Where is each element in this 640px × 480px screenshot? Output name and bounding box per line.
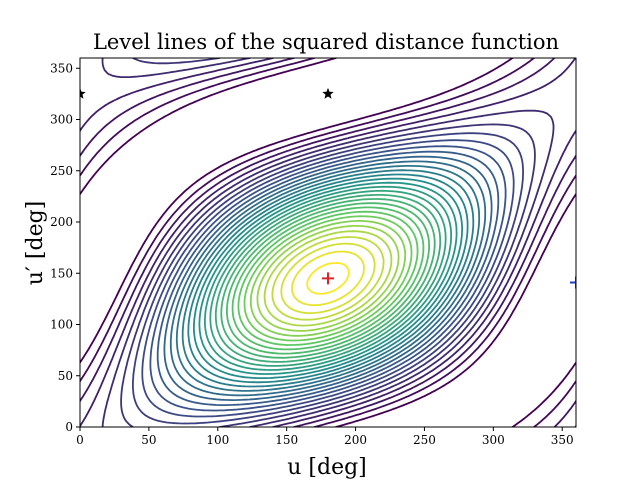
contour-level	[291, 250, 365, 307]
contour-level	[280, 242, 376, 314]
contour-level	[175, 165, 481, 392]
contour-level	[193, 177, 463, 379]
x-axis-label: u [deg]	[287, 455, 367, 480]
contour-level	[132, 132, 524, 425]
star-marker	[322, 87, 334, 99]
contour-level	[256, 225, 400, 332]
contour-level	[149, 145, 507, 412]
plot-frame	[79, 57, 577, 428]
edge-point-marker	[570, 276, 576, 289]
y-axis-label: u′ [deg]	[23, 201, 48, 286]
x-tick-label: 150	[275, 433, 298, 447]
contour-level	[141, 139, 515, 418]
contour-level	[237, 210, 419, 346]
contour-level	[226, 202, 430, 355]
y-tick-label: 0	[65, 420, 73, 434]
contour-level	[163, 155, 493, 401]
x-tick-label: 100	[206, 433, 229, 447]
contour-lines	[80, 58, 576, 427]
contour-level	[169, 160, 487, 397]
markers	[80, 87, 576, 289]
contour-level	[249, 220, 407, 337]
y-tick-label: 350	[50, 61, 73, 75]
y-axis: 0 50 100 150 200 250 300 350	[50, 61, 80, 434]
y-tick-label: 200	[50, 215, 73, 229]
x-tick-label: 300	[482, 433, 505, 447]
contour-level	[80, 58, 576, 427]
x-tick-label: 350	[551, 433, 574, 447]
y-tick-label: 50	[58, 369, 73, 383]
contour-level	[231, 206, 425, 351]
contour-level	[120, 58, 536, 427]
contour-level	[306, 262, 350, 295]
y-tick-label: 300	[50, 113, 73, 127]
x-tick-label: 250	[413, 433, 436, 447]
star-marker	[80, 87, 86, 99]
y-tick-label: 100	[50, 318, 73, 332]
contour-level	[209, 189, 447, 367]
x-tick-label: 200	[344, 433, 367, 447]
contour-level	[214, 194, 442, 363]
contour-level	[198, 181, 458, 375]
contour-level	[263, 230, 393, 327]
contour-level	[80, 58, 576, 427]
contour-level	[204, 185, 452, 371]
x-axis: 0 50 100 150 200 250 300 350	[76, 427, 574, 447]
contour-level	[101, 58, 555, 427]
x-tick-label: 0	[76, 433, 84, 447]
contour-level	[156, 150, 500, 406]
contour-level	[243, 215, 413, 342]
chart-title: Level lines of the squared distance func…	[93, 30, 559, 54]
contour-level	[187, 173, 469, 384]
contour-level	[220, 198, 436, 359]
max-point-marker	[322, 272, 334, 285]
y-tick-label: 150	[50, 266, 73, 280]
contour-level	[181, 169, 475, 388]
x-tick-label: 50	[141, 433, 156, 447]
contour-level	[271, 236, 385, 321]
y-tick-label: 250	[50, 164, 73, 178]
